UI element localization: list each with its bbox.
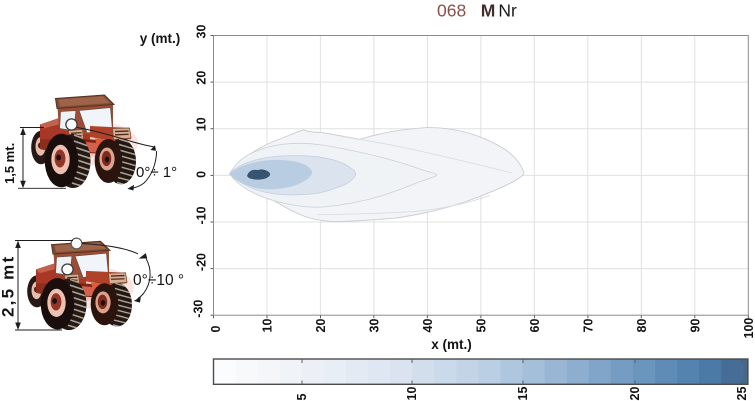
svg-text:30: 30 — [367, 319, 381, 333]
svg-text:90: 90 — [688, 319, 702, 333]
svg-text:20: 20 — [628, 387, 642, 401]
svg-text:100: 100 — [742, 318, 755, 339]
svg-text:20: 20 — [195, 71, 209, 85]
svg-text:50: 50 — [474, 319, 488, 333]
svg-text:x (mt.): x (mt.) — [431, 337, 472, 352]
svg-text:80: 80 — [635, 319, 649, 333]
svg-text:0: 0 — [195, 171, 209, 178]
svg-text:0°÷10 °: 0°÷10 ° — [133, 272, 184, 289]
svg-text:2,5 mt: 2,5 mt — [0, 255, 18, 317]
svg-text:0: 0 — [209, 326, 223, 333]
svg-text:20: 20 — [314, 319, 328, 333]
svg-text:5: 5 — [295, 394, 309, 401]
svg-text:25: 25 — [735, 387, 749, 401]
svg-text:068 MNr: 068 M Nr — [437, 1, 517, 21]
svg-text:70: 70 — [581, 319, 595, 333]
svg-text:10: 10 — [195, 117, 209, 131]
svg-text:30: 30 — [195, 25, 209, 39]
svg-text:-20: -20 — [195, 253, 209, 271]
svg-text:0°÷ 1°: 0°÷ 1° — [136, 164, 177, 181]
svg-text:60: 60 — [528, 319, 542, 333]
svg-text:40: 40 — [421, 319, 435, 333]
svg-text:10: 10 — [405, 387, 419, 401]
svg-text:y (mt.): y (mt.) — [140, 31, 181, 46]
svg-text:10: 10 — [261, 319, 275, 333]
svg-text:1,5 mt.: 1,5 mt. — [2, 143, 17, 184]
svg-text:-30: -30 — [192, 300, 206, 318]
svg-text:15: 15 — [516, 387, 530, 401]
svg-text:-10: -10 — [195, 206, 209, 224]
